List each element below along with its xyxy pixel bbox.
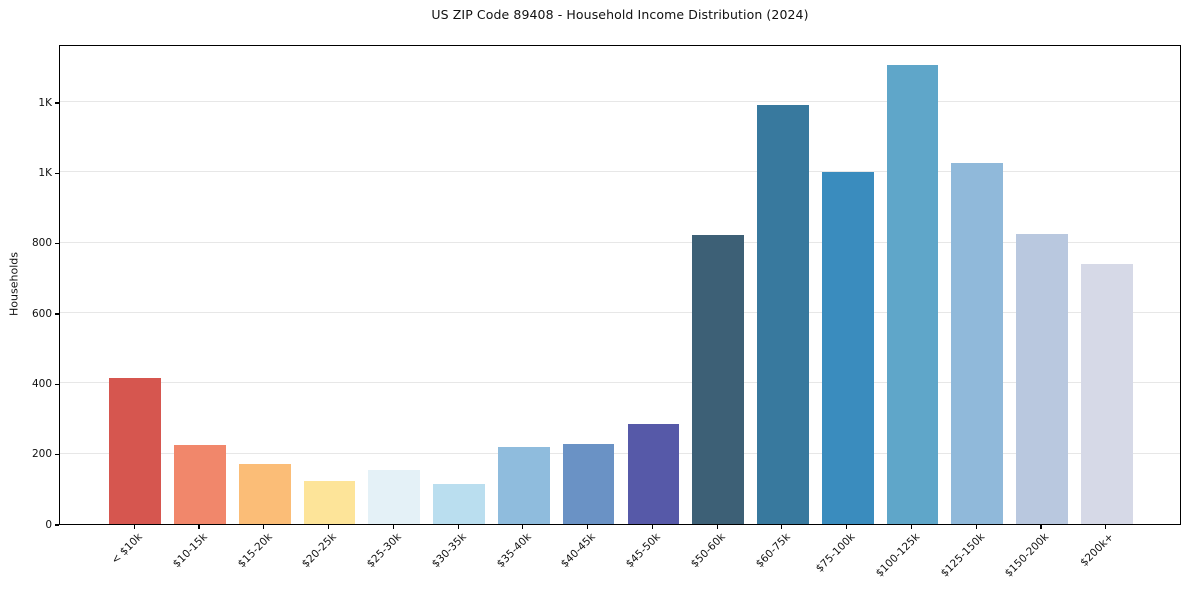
x-tick-mark <box>781 525 783 529</box>
bar <box>627 424 680 524</box>
x-tick-mark <box>457 525 459 529</box>
bar <box>951 162 1004 524</box>
x-tick-mark <box>587 525 589 529</box>
bar <box>692 234 744 524</box>
x-tick-label: $35-40k <box>494 530 534 570</box>
x-tick-mark <box>392 525 394 529</box>
x-tick-mark <box>133 525 135 529</box>
y-tick-label: 0 <box>45 518 52 531</box>
y-tick-label: 400 <box>31 377 52 390</box>
bar <box>368 469 421 524</box>
x-tick-label: $25-30k <box>364 530 404 570</box>
gridline <box>60 241 1180 243</box>
x-tick-mark <box>327 525 330 529</box>
gridline <box>60 382 1180 384</box>
bar <box>497 446 550 524</box>
plot-area <box>59 45 1181 525</box>
gridlines-layer <box>60 46 1180 524</box>
x-tick-label: $45-50k <box>623 530 663 570</box>
x-tick-mark <box>651 525 653 529</box>
x-tick-label: $15-20k <box>235 530 275 570</box>
gridline <box>60 452 1180 454</box>
bar <box>303 481 356 524</box>
bar <box>757 104 809 524</box>
gridline <box>60 312 1180 313</box>
x-tick-label: $60-75k <box>753 530 793 570</box>
x-tick-label: $200k+ <box>1078 530 1117 569</box>
y-tick-label: 800 <box>31 237 52 250</box>
x-tick-mark <box>263 525 265 529</box>
bar <box>174 444 226 524</box>
bar <box>886 65 939 524</box>
bar <box>433 483 485 524</box>
x-tick-mark <box>198 525 200 529</box>
x-tick-mark <box>716 525 718 529</box>
x-tick-label: $75-100k <box>813 530 858 575</box>
y-tick-label: 1K <box>38 96 52 109</box>
bar <box>821 172 874 524</box>
y-tick-label: 200 <box>31 448 52 461</box>
x-tick-label: $150-200k <box>1002 530 1052 580</box>
bars-layer <box>60 46 1180 524</box>
bar <box>1016 234 1068 524</box>
x-tick-label: $20-25k <box>299 530 339 570</box>
x-tick-mark <box>910 525 913 529</box>
x-tick-label: $100-125k <box>873 530 922 580</box>
x-tick-mark <box>846 525 848 529</box>
y-tick-label: 1K <box>38 166 52 179</box>
bar <box>109 378 162 524</box>
x-tick-label: $30-35k <box>429 530 469 570</box>
chart-title: US ZIP Code 89408 - Household Income Dis… <box>431 7 809 22</box>
y-axis-label: Households <box>7 252 21 316</box>
x-tick-label: $40-45k <box>559 530 599 570</box>
x-tick-mark <box>1040 525 1042 529</box>
x-tick-mark <box>1105 525 1107 529</box>
x-tick-label: < $10k <box>109 530 145 567</box>
x-tick-label: $125-150k <box>938 530 987 580</box>
x-tick-label: $10-15k <box>170 530 210 570</box>
bar <box>1080 263 1133 524</box>
x-tick-mark <box>522 525 524 529</box>
bar <box>562 444 615 524</box>
x-tick-label: $50-60k <box>688 530 728 570</box>
gridline <box>60 171 1180 173</box>
gridline <box>60 101 1180 102</box>
bar <box>238 464 291 524</box>
x-tick-mark <box>975 525 977 529</box>
